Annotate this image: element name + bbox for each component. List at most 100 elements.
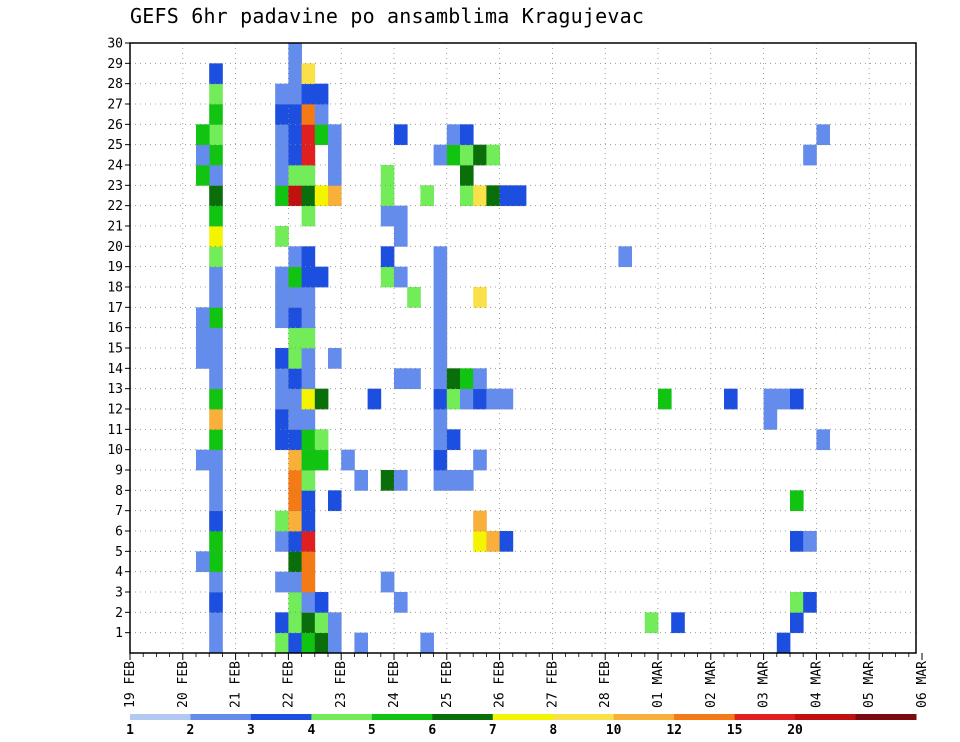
- heatmap-cell: [763, 409, 778, 430]
- heatmap-cell: [394, 205, 408, 227]
- heatmap-cell: [209, 470, 223, 491]
- heatmap-cell: [314, 612, 329, 634]
- heatmap-cell: [288, 632, 302, 653]
- heatmap-cell: [446, 429, 461, 451]
- heatmap-cell: [803, 592, 817, 613]
- heatmap-cells: [196, 43, 830, 674]
- heatmap-cell: [275, 104, 289, 125]
- heatmap-cell: [288, 83, 302, 105]
- heatmap-cell: [288, 246, 302, 268]
- heatmap-cell: [394, 592, 408, 613]
- heatmap-cell: [196, 551, 210, 573]
- heatmap-cell: [341, 449, 355, 471]
- heatmap-cell: [420, 653, 434, 674]
- heatmap-cell: [314, 266, 329, 288]
- heatmap-cell: [288, 449, 302, 471]
- heatmap-cell: [196, 449, 210, 471]
- heatmap-cell: [288, 592, 302, 613]
- heatmap-cell: [288, 388, 302, 410]
- heatmap-cell: [658, 388, 672, 410]
- heatmap-cell: [446, 470, 461, 491]
- heatmap-cell: [460, 124, 474, 146]
- colorbar-label: 10: [606, 723, 622, 738]
- heatmap-cell: [433, 327, 448, 349]
- colorbar: 1 2 3 4 5 6 7 8 10 12 15 20: [126, 714, 917, 738]
- colorbar-swatch: [432, 714, 494, 720]
- heatmap-cell: [209, 551, 223, 573]
- x-tick-label: 27 FEB: [545, 661, 560, 708]
- y-tick-label: 6: [115, 525, 123, 540]
- heatmap-cell: [275, 368, 289, 390]
- y-tick-label: 7: [115, 504, 123, 519]
- y-tick-label: 8: [115, 484, 123, 499]
- heatmap-cell: [763, 388, 778, 410]
- heatmap-cell: [671, 612, 685, 634]
- heatmap-cell: [328, 165, 342, 186]
- heatmap-cell: [644, 612, 659, 634]
- grid-lines: [130, 43, 916, 653]
- heatmap-cell: [380, 266, 395, 288]
- heatmap-cell: [446, 144, 461, 166]
- y-tick-label: 2: [115, 606, 123, 621]
- heatmap-cell: [314, 185, 329, 207]
- heatmap-cell: [275, 612, 289, 634]
- heatmap-cell: [288, 307, 302, 329]
- heatmap-cell: [209, 531, 223, 552]
- heatmap-cell: [209, 185, 223, 207]
- heatmap-cell: [380, 246, 395, 268]
- heatmap-cell: [275, 165, 289, 186]
- heatmap-cell: [790, 592, 804, 613]
- heatmap-cell: [301, 165, 316, 186]
- heatmap-cell: [394, 368, 408, 390]
- heatmap-cell: [209, 63, 223, 85]
- heatmap-cell: [209, 83, 223, 105]
- colorbar-swatch: [371, 714, 433, 720]
- heatmap-cell: [433, 266, 448, 288]
- y-tick-label: 22: [107, 199, 123, 214]
- heatmap-cell: [433, 144, 448, 166]
- heatmap-cell: [275, 185, 289, 207]
- heatmap-cell: [275, 388, 289, 410]
- heatmap-cell: [328, 490, 342, 512]
- heatmap-cell: [288, 266, 302, 288]
- heatmap-cell: [301, 307, 316, 329]
- x-tick-label: 19 FEB: [123, 661, 138, 708]
- colorbar-swatch: [553, 714, 615, 720]
- heatmap-cell: [288, 43, 302, 64]
- heatmap-cell: [209, 368, 223, 390]
- heatmap-cell: [314, 429, 329, 451]
- heatmap-cell: [433, 368, 448, 390]
- heatmap-cell: [328, 124, 342, 146]
- heatmap-cell: [301, 266, 316, 288]
- heatmap-cell: [380, 165, 395, 186]
- colorbar-label: 5: [368, 723, 376, 738]
- heatmap-cell: [790, 388, 804, 410]
- heatmap-cell: [314, 104, 329, 125]
- heatmap-cell: [301, 551, 316, 573]
- heatmap-cell: [790, 531, 804, 552]
- heatmap-cell: [460, 388, 474, 410]
- y-tick-label: 14: [107, 362, 123, 377]
- heatmap-cell: [301, 632, 316, 653]
- heatmap-cell: [473, 449, 487, 471]
- colorbar-swatch: [855, 714, 917, 720]
- heatmap-cell: [460, 185, 474, 207]
- heatmap-cell: [460, 144, 474, 166]
- heatmap-cell: [380, 205, 395, 227]
- y-tick-label: 4: [115, 565, 123, 580]
- y-tick-label: 23: [107, 179, 123, 194]
- heatmap-cell: [275, 307, 289, 329]
- heatmap-cell: [288, 368, 302, 390]
- heatmap-cell: [433, 409, 448, 430]
- heatmap-cell: [275, 571, 289, 593]
- heatmap-cell: [288, 348, 302, 369]
- heatmap-cell: [473, 531, 487, 552]
- heatmap-cell: [486, 185, 500, 207]
- colorbar-swatch: [734, 714, 796, 720]
- heatmap-cell: [314, 83, 329, 105]
- heatmap-cell: [209, 510, 223, 532]
- y-tick-label: 5: [115, 545, 123, 560]
- heatmap-cell: [301, 104, 316, 125]
- colorbar-label: 6: [428, 723, 436, 738]
- heatmap-cell: [209, 348, 223, 369]
